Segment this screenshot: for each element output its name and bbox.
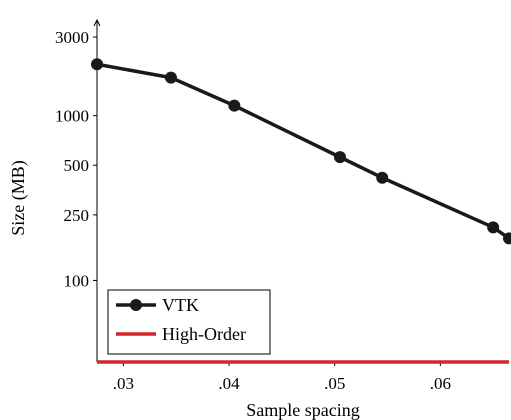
tick-labels: 3000 1000 500 250 100 .03 .04 .05 .06 [55,28,451,393]
y-tick-label: 500 [64,156,90,175]
x-tick-label: .03 [113,374,134,393]
series-point-vtk [164,71,177,84]
series-point-vtk [228,99,241,112]
legend: VTK High-Order [107,289,271,355]
legend-vtk-swatch-marker [130,299,142,311]
series-point-vtk [333,151,346,164]
series-point-vtk [487,221,500,234]
x-tick-label: .05 [324,374,345,393]
series-line-vtk [96,62,510,240]
legend-vtk-label: VTK [162,295,199,315]
x-tick-label: .04 [218,374,240,393]
series-point-vtk [376,171,389,184]
y-axis-arrow [93,18,101,27]
x-tick-label: .06 [430,374,451,393]
series-point-vtk [503,232,511,245]
y-tick-label: 100 [64,271,90,290]
y-tick-label: 1000 [55,107,89,126]
y-tick-label: 250 [64,206,90,225]
x-axis-title: Sample spacing [246,400,359,420]
plot-series [91,58,511,364]
series-point-vtk [91,58,103,71]
y-tick-label: 3000 [55,28,89,47]
legend-high-order-label: High-Order [162,324,246,344]
y-axis-title: Size (MB) [8,160,29,236]
